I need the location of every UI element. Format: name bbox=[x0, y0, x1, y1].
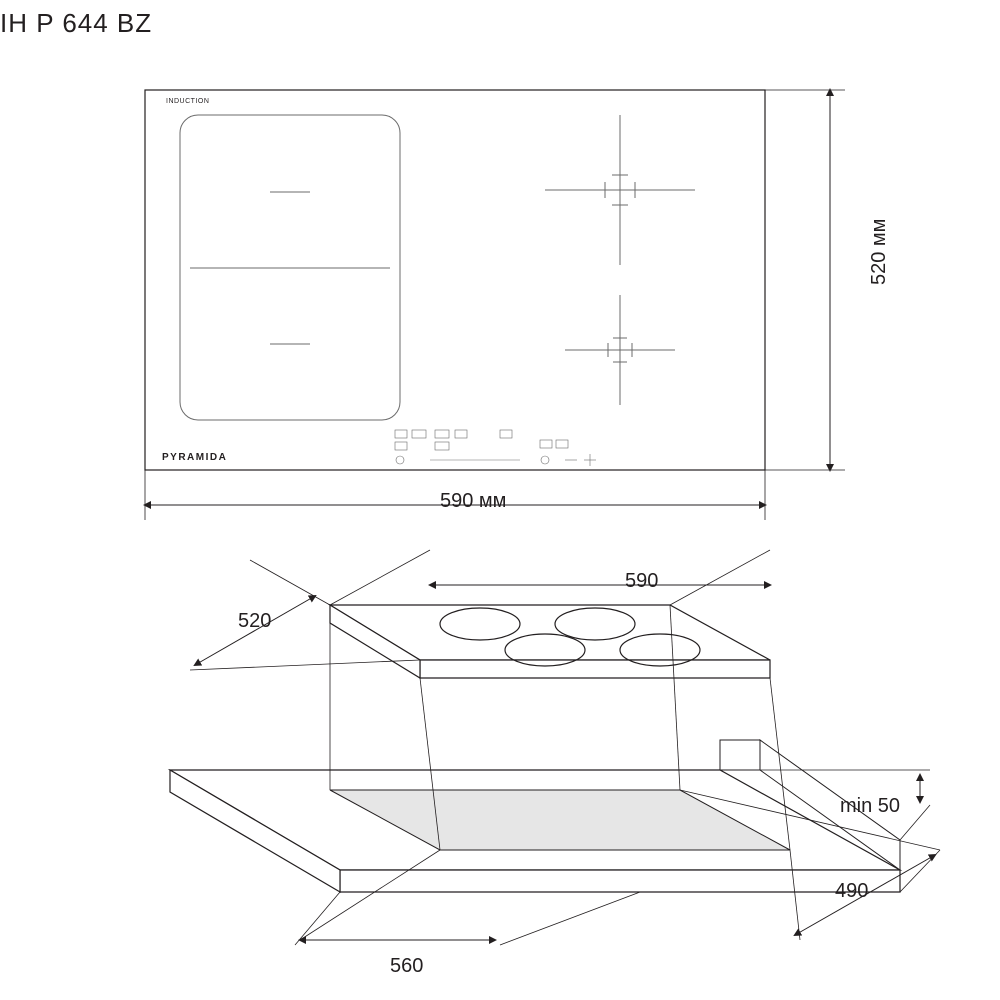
countertop bbox=[170, 740, 900, 892]
dim-label-iso-590: 590 bbox=[625, 570, 658, 593]
hob-outline bbox=[145, 90, 765, 470]
dim-label-width: 590 мм bbox=[440, 490, 506, 513]
dim-label-iso-520: 520 bbox=[238, 610, 271, 633]
dim-label-iso-50: min 50 bbox=[840, 795, 900, 818]
dim-label-iso-490: 490 bbox=[835, 880, 868, 903]
technical-drawing: { "viewport": { "width": 1000, "height":… bbox=[0, 0, 1000, 1000]
dim-label-iso-560: 560 bbox=[390, 955, 423, 978]
brand-label: PYRAMIDA bbox=[162, 452, 227, 463]
dim-label-height: 520 мм bbox=[868, 219, 891, 285]
induction-label: INDUCTION bbox=[166, 98, 209, 105]
